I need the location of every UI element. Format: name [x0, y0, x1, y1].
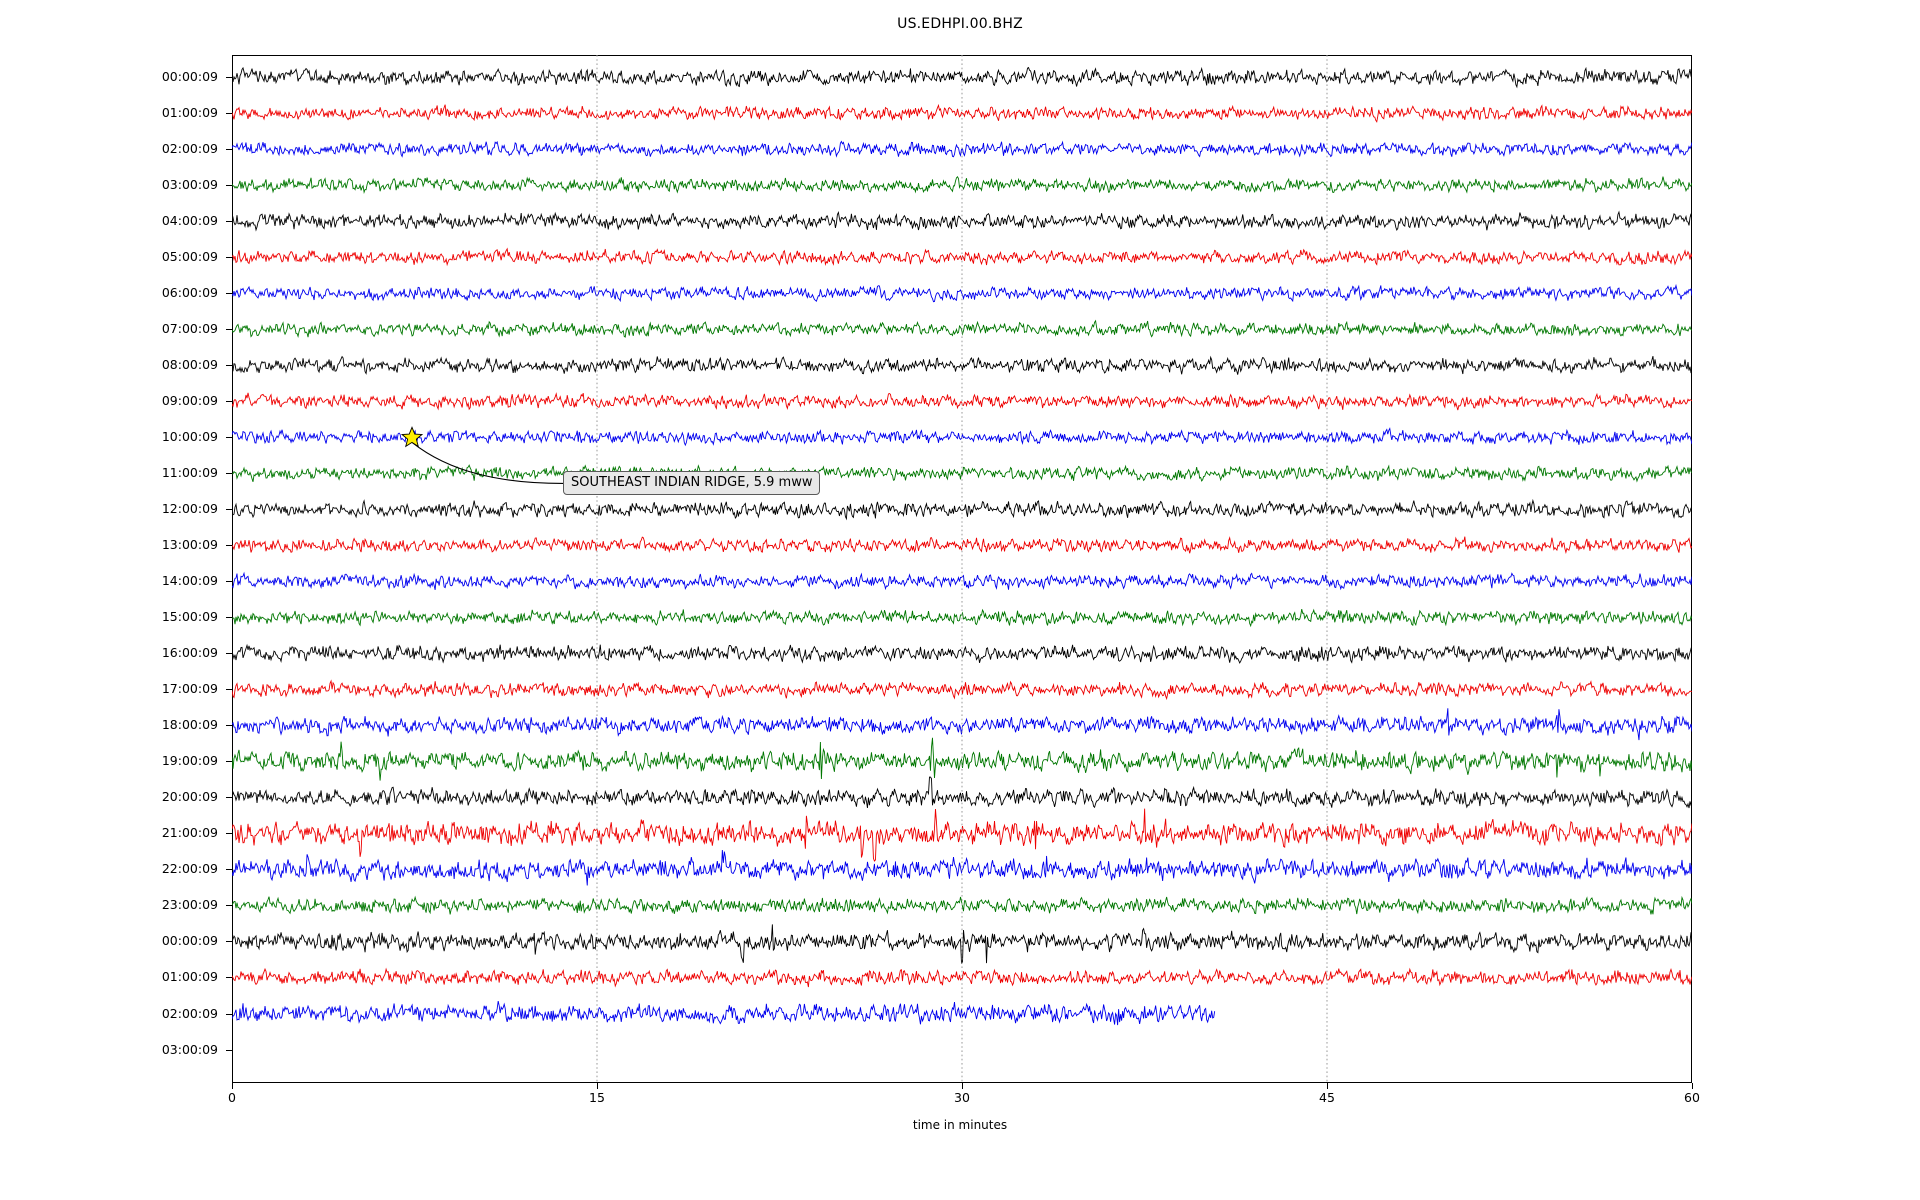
y-axis-tick [226, 185, 232, 187]
y-axis-tick-label: 10:00:09 [161, 429, 218, 445]
y-axis-tick-label: 21:00:09 [161, 825, 218, 841]
seismic-trace [232, 924, 1692, 964]
y-axis-tick [226, 833, 232, 835]
seismic-trace [232, 66, 1692, 89]
trace-canvas [232, 55, 1692, 1083]
y-axis-tick-label: 02:00:09 [161, 141, 218, 157]
seismic-trace [232, 427, 1692, 447]
y-axis-tick [226, 545, 232, 547]
seismic-trace [232, 464, 1692, 483]
y-axis-tick-label: 11:00:09 [161, 465, 218, 481]
y-axis-tick [226, 149, 232, 151]
y-axis-tick [226, 581, 232, 583]
page-title: US.EDHPI.00.BHZ [897, 16, 1023, 32]
annotation-leader-line [411, 441, 564, 484]
x-axis-tick-label: 60 [1684, 1090, 1700, 1105]
y-axis-tick [226, 401, 232, 403]
y-axis-tick [226, 509, 232, 511]
y-axis-tick [226, 689, 232, 691]
x-axis-tick-label: 30 [954, 1090, 970, 1105]
x-axis-tick [597, 1083, 598, 1089]
y-axis-tick [226, 221, 232, 223]
seismic-trace [232, 708, 1692, 741]
x-axis-tick [1692, 1083, 1693, 1089]
y-axis-tick [226, 977, 232, 979]
y-axis-tick-label: 02:00:09 [161, 1005, 218, 1021]
x-axis-title: time in minutes [912, 1118, 1008, 1132]
x-axis-tick-label: 45 [1319, 1090, 1335, 1105]
y-axis-tick-label: 18:00:09 [161, 717, 218, 733]
y-axis-tick-label: 04:00:09 [161, 213, 218, 229]
event-annotation-label: SOUTHEAST INDIAN RIDGE, 5.9 mww [563, 471, 821, 496]
seismic-trace [232, 103, 1692, 123]
y-axis-tick [226, 761, 232, 763]
y-axis-tick-label: 06:00:09 [161, 285, 218, 301]
y-axis-tick-label: 15:00:09 [161, 609, 218, 625]
y-axis-tick-label: 01:00:09 [161, 105, 218, 121]
y-axis-tick-label: 01:00:09 [161, 969, 218, 985]
x-axis-tick-label: 15 [589, 1090, 605, 1105]
y-axis-tick-label: 00:00:09 [161, 933, 218, 949]
y-axis-tick-label: 09:00:09 [161, 393, 218, 409]
seismic-trace [232, 849, 1692, 886]
y-axis-tick [226, 113, 232, 115]
y-axis-tick [226, 725, 232, 727]
y-axis-tick [226, 473, 232, 475]
x-axis-tick [1327, 1083, 1328, 1089]
seismic-trace [232, 776, 1692, 809]
y-axis-tick [226, 941, 232, 943]
seismic-trace [232, 643, 1692, 664]
y-axis-tick-label: 20:00:09 [161, 789, 218, 805]
seismic-trace [232, 283, 1692, 303]
y-axis-tick-label: 03:00:09 [161, 1041, 218, 1057]
y-axis-tick-label: 17:00:09 [161, 681, 218, 697]
seismic-trace [232, 498, 1692, 521]
y-axis-tick [226, 77, 232, 79]
y-axis-tick [226, 257, 232, 259]
y-axis-tick [226, 797, 232, 799]
y-axis-tick [226, 1013, 232, 1015]
plot-axes [226, 55, 1693, 1089]
seismic-trace [232, 737, 1692, 781]
y-axis-tick-label: 03:00:09 [161, 177, 218, 193]
y-axis-tick [226, 437, 232, 439]
y-axis-tick-label: 07:00:09 [161, 321, 218, 337]
seismic-trace [232, 319, 1692, 339]
y-axis-tick-label: 23:00:09 [161, 897, 218, 913]
y-axis-tick-label: 08:00:09 [161, 357, 218, 373]
y-axis-tick-label: 19:00:09 [161, 753, 218, 769]
y-axis-tick-label: 14:00:09 [161, 573, 218, 589]
x-axis-tick [962, 1083, 963, 1089]
y-axis-tick [226, 1049, 232, 1051]
seismic-trace [232, 392, 1692, 411]
y-axis-tick [226, 329, 232, 331]
y-axis-tick [226, 293, 232, 295]
y-axis-tick-label: 05:00:09 [161, 249, 218, 265]
y-axis-tick [226, 617, 232, 619]
seismic-trace [232, 808, 1692, 862]
seismic-trace [232, 967, 1692, 988]
y-axis-tick-label: 12:00:09 [161, 501, 218, 517]
y-axis-tick [226, 653, 232, 655]
y-axis-tick-label: 16:00:09 [161, 645, 218, 661]
y-axis-tick-label: 00:00:09 [161, 69, 218, 85]
x-axis-tick-label: 0 [228, 1090, 236, 1105]
y-axis-tick-label: 13:00:09 [161, 537, 218, 553]
y-axis-tick-label: 22:00:09 [161, 861, 218, 877]
y-axis-tick [226, 905, 232, 907]
x-axis-tick [232, 1083, 233, 1089]
y-axis-tick [226, 869, 232, 871]
y-axis-tick [226, 365, 232, 367]
seismic-trace [232, 1000, 1216, 1026]
seismic-trace [232, 355, 1692, 375]
